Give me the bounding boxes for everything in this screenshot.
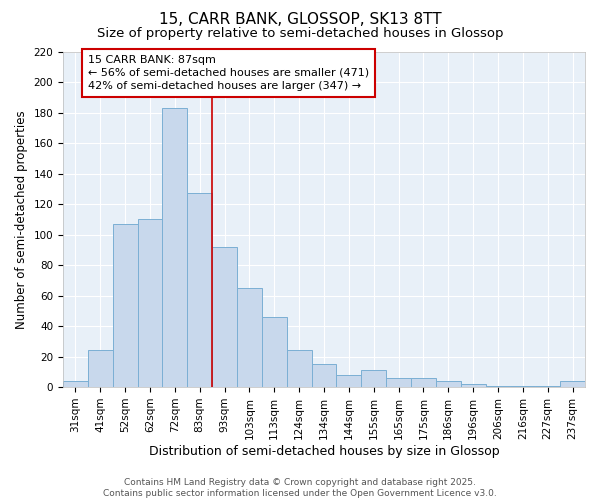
- Bar: [411, 378, 436, 387]
- Bar: [187, 194, 212, 387]
- Text: 15 CARR BANK: 87sqm
← 56% of semi-detached houses are smaller (471)
42% of semi-: 15 CARR BANK: 87sqm ← 56% of semi-detach…: [88, 54, 369, 91]
- Text: 15, CARR BANK, GLOSSOP, SK13 8TT: 15, CARR BANK, GLOSSOP, SK13 8TT: [158, 12, 442, 28]
- Bar: [237, 288, 262, 387]
- Bar: [361, 370, 386, 387]
- Bar: [386, 378, 411, 387]
- Text: Size of property relative to semi-detached houses in Glossop: Size of property relative to semi-detach…: [97, 28, 503, 40]
- Bar: [511, 386, 535, 387]
- Bar: [311, 364, 337, 387]
- Bar: [63, 381, 88, 387]
- Bar: [137, 220, 163, 387]
- Bar: [88, 350, 113, 387]
- Bar: [436, 381, 461, 387]
- Bar: [485, 386, 511, 387]
- Bar: [461, 384, 485, 387]
- X-axis label: Distribution of semi-detached houses by size in Glossop: Distribution of semi-detached houses by …: [149, 444, 499, 458]
- Bar: [113, 224, 137, 387]
- Bar: [560, 381, 585, 387]
- Bar: [337, 375, 361, 387]
- Bar: [287, 350, 311, 387]
- Bar: [535, 386, 560, 387]
- Y-axis label: Number of semi-detached properties: Number of semi-detached properties: [15, 110, 28, 328]
- Bar: [163, 108, 187, 387]
- Bar: [262, 317, 287, 387]
- Text: Contains HM Land Registry data © Crown copyright and database right 2025.
Contai: Contains HM Land Registry data © Crown c…: [103, 478, 497, 498]
- Bar: [212, 247, 237, 387]
